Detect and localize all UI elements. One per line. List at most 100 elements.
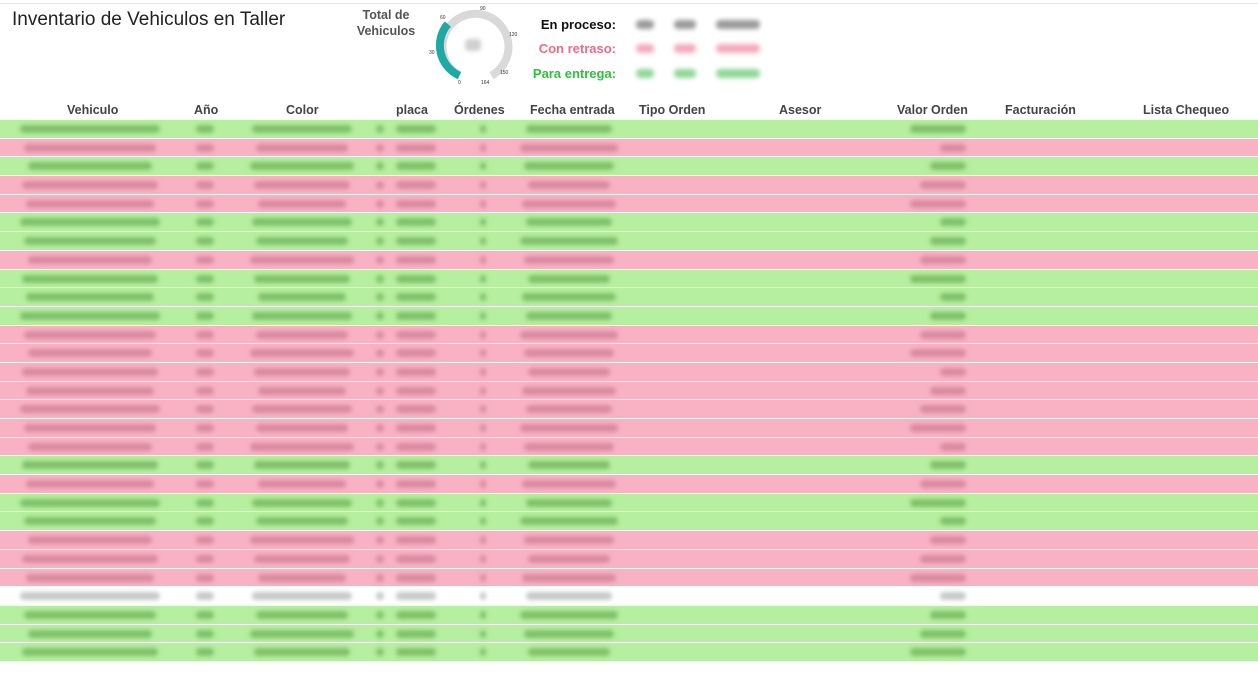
table-row[interactable] xyxy=(0,643,1258,662)
table-cell xyxy=(24,610,156,619)
table-row[interactable] xyxy=(0,288,1258,307)
table-cell xyxy=(196,442,214,451)
table-cell xyxy=(196,293,214,302)
table-cell xyxy=(940,218,966,227)
table-cell xyxy=(920,181,966,190)
col-header-ordenes[interactable]: Órdenes xyxy=(454,103,505,117)
table-cell xyxy=(940,293,966,302)
table-row[interactable] xyxy=(0,475,1258,494)
table-cell xyxy=(196,480,214,489)
table-cell xyxy=(22,274,158,283)
table-row[interactable] xyxy=(0,120,1258,139)
table-cell xyxy=(396,517,436,526)
table-row[interactable] xyxy=(0,568,1258,588)
table-row[interactable] xyxy=(0,232,1258,251)
table-row[interactable] xyxy=(0,456,1258,476)
col-header-valor-orden[interactable]: Valor Orden xyxy=(897,103,968,117)
table-cell xyxy=(376,293,384,302)
table-row[interactable] xyxy=(0,605,1258,625)
table-cell xyxy=(254,274,350,283)
table-cell xyxy=(524,442,614,451)
table-row[interactable] xyxy=(0,437,1258,457)
table-cell xyxy=(376,349,384,358)
table-cell xyxy=(520,517,618,526)
col-header-vehiculo[interactable]: Vehiculo xyxy=(67,103,119,117)
table-row[interactable] xyxy=(0,531,1258,550)
table-row[interactable] xyxy=(0,419,1258,438)
table-cell xyxy=(480,498,486,507)
table-cell xyxy=(480,536,486,545)
table-cell xyxy=(20,498,160,507)
table-row[interactable] xyxy=(0,587,982,606)
table-row[interactable] xyxy=(0,400,1258,419)
col-header-lista-chequeo[interactable]: Lista Chequeo xyxy=(1143,103,1230,117)
col-header-placa[interactable]: placa xyxy=(396,103,428,117)
table-cell xyxy=(480,517,486,526)
col-header-tipo-orden[interactable]: Tipo Orden xyxy=(639,103,706,117)
table-cell xyxy=(396,218,436,227)
table-row[interactable] xyxy=(0,213,1258,233)
table-row[interactable] xyxy=(0,362,1258,382)
col-header-asesor[interactable]: Asesor xyxy=(779,103,822,117)
table-cell xyxy=(930,386,966,395)
table-cell xyxy=(196,181,214,190)
table-cell xyxy=(940,143,966,152)
table-cell xyxy=(196,573,214,582)
table-cell xyxy=(28,536,152,545)
table-row[interactable] xyxy=(0,344,1258,363)
summary-percent xyxy=(674,43,696,53)
table-cell xyxy=(376,330,384,339)
table-cell xyxy=(22,648,158,657)
table-row[interactable] xyxy=(0,549,1258,569)
table-cell xyxy=(376,125,384,133)
table-cell xyxy=(256,330,348,339)
total-vehicles-gauge: 0 30 60 90 120 150 164 xyxy=(429,6,518,86)
table-cell xyxy=(376,143,384,152)
table-cell xyxy=(196,274,214,283)
col-header-anio[interactable]: Año xyxy=(194,103,219,117)
table-cell xyxy=(480,349,486,358)
table-cell xyxy=(20,125,160,133)
table-cell xyxy=(396,143,436,152)
table-row[interactable] xyxy=(0,157,1258,177)
table-cell xyxy=(480,648,486,657)
table-cell xyxy=(396,349,436,358)
table-cell xyxy=(196,311,214,320)
table-cell xyxy=(480,592,486,601)
summary-label: Con retraso: xyxy=(538,40,616,56)
table-cell xyxy=(376,311,384,320)
table-cell xyxy=(376,237,384,246)
table-row[interactable] xyxy=(0,325,1258,345)
table-cell xyxy=(26,573,154,582)
table-row[interactable] xyxy=(0,176,1258,195)
table-cell xyxy=(376,461,384,470)
table-cell xyxy=(256,517,348,526)
table-cell xyxy=(396,498,436,507)
col-header-facturacion[interactable]: Facturación xyxy=(1005,103,1076,117)
table-cell xyxy=(522,293,616,302)
table-cell xyxy=(396,405,436,414)
table-cell xyxy=(196,330,214,339)
table-row[interactable] xyxy=(0,381,1258,401)
table-row[interactable] xyxy=(0,269,1258,289)
table-row[interactable] xyxy=(0,138,1258,158)
table-cell xyxy=(252,125,352,133)
col-header-color[interactable]: Color xyxy=(286,103,319,117)
table-cell xyxy=(522,573,616,582)
table-cell xyxy=(480,181,486,190)
table-row[interactable] xyxy=(0,306,1258,326)
table-row[interactable] xyxy=(0,624,1258,644)
table-cell xyxy=(920,629,966,638)
table-cell xyxy=(480,405,486,414)
table-cell xyxy=(252,218,352,227)
table-row[interactable] xyxy=(0,493,1258,513)
table-cell xyxy=(196,610,214,619)
col-header-fecha-entrada[interactable]: Fecha entrada xyxy=(530,103,615,117)
table-cell xyxy=(524,629,614,638)
table-cell xyxy=(396,367,436,376)
table-cell xyxy=(376,255,384,264)
table-row[interactable] xyxy=(0,512,1258,532)
table-cell xyxy=(196,648,214,657)
table-row[interactable] xyxy=(0,194,1258,214)
table-row[interactable] xyxy=(0,250,1258,270)
